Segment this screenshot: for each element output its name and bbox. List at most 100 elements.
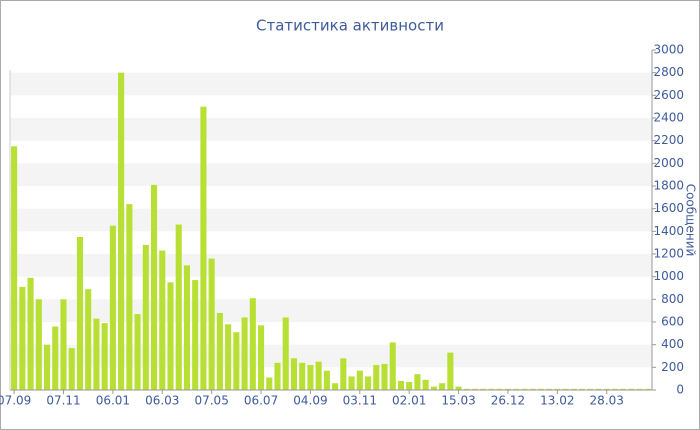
bar [27, 277, 34, 390]
y-tick-label: 800 [661, 292, 684, 306]
bar [233, 332, 240, 390]
x-tick-label: 03.11 [343, 394, 377, 408]
bar [529, 388, 536, 390]
bar [397, 380, 405, 390]
x-tick-label: 07.05 [194, 394, 228, 408]
bar [118, 72, 125, 391]
bar [504, 388, 512, 390]
bar [307, 365, 314, 390]
y-tick-label: 1400 [653, 224, 684, 238]
bar [274, 362, 281, 390]
x-tick-label: 04.09 [293, 394, 327, 408]
bar [546, 388, 553, 390]
y-tick-label: 1000 [653, 269, 684, 283]
bar [463, 388, 470, 390]
bar [537, 388, 544, 390]
grid-band [10, 72, 652, 96]
bar [554, 388, 561, 390]
bar [249, 298, 256, 390]
grid-band [10, 163, 652, 186]
bar [471, 388, 479, 390]
y-axis-label: Сообщений [684, 184, 698, 257]
bar [159, 250, 166, 390]
bar [587, 388, 594, 390]
bar [595, 388, 602, 390]
bar [422, 379, 429, 390]
bar [76, 237, 84, 390]
bar [381, 363, 388, 390]
bar [19, 286, 26, 390]
bar [620, 388, 627, 390]
bar [241, 317, 248, 390]
bar [636, 388, 643, 390]
bar [430, 386, 437, 390]
y-tick-label: 3000 [653, 43, 684, 57]
y-tick-label: 1800 [653, 179, 684, 193]
bar [109, 225, 116, 390]
chart-title: Статистика активности [256, 17, 444, 35]
x-tick-label: 07.11 [46, 394, 80, 408]
bar [60, 299, 67, 390]
y-tick-label: 2000 [653, 156, 684, 170]
bar [356, 370, 363, 390]
bar [562, 388, 569, 390]
bar [35, 299, 42, 390]
bar [364, 376, 372, 390]
bar [150, 184, 158, 390]
bar [200, 106, 207, 391]
y-tick-label: 1200 [653, 247, 684, 261]
y-tick-label: 600 [661, 315, 684, 329]
x-tick-label: 06.07 [244, 394, 278, 408]
x-tick-label: 28.03 [590, 394, 624, 408]
bar [208, 258, 215, 390]
bar [183, 265, 191, 390]
bar [414, 374, 421, 390]
bar [578, 388, 586, 390]
bar [603, 388, 610, 390]
bar [126, 204, 133, 390]
bar [348, 376, 355, 390]
bar [340, 358, 347, 390]
y-tick-label: 0 [676, 383, 684, 397]
bar [266, 377, 273, 390]
x-tick-label: 06.03 [145, 394, 179, 408]
bar [644, 388, 651, 390]
bar [488, 388, 495, 390]
y-tick-label: 200 [661, 360, 684, 374]
bar [570, 388, 577, 390]
bar [101, 323, 108, 390]
bar [290, 358, 298, 390]
bar [175, 224, 182, 390]
bar [142, 244, 149, 390]
x-tick-label: 06.01 [96, 394, 130, 408]
bar [521, 388, 528, 390]
x-tick-label: 13.02 [540, 394, 574, 408]
grid-band [10, 208, 652, 232]
x-tick-label: 02.01 [392, 394, 426, 408]
bar [167, 282, 174, 390]
bar [93, 318, 100, 390]
bar [611, 388, 619, 390]
bar [373, 365, 380, 390]
bar [257, 325, 265, 390]
bar [134, 314, 141, 390]
bar [628, 388, 635, 390]
y-tick-label: 2200 [653, 133, 684, 147]
bar [496, 388, 503, 390]
bar [406, 382, 413, 390]
y-tick-label: 400 [661, 337, 684, 351]
bar [216, 312, 223, 390]
bar [299, 362, 306, 390]
y-tick-label: 2400 [653, 111, 684, 125]
x-tick-label: 15.03 [441, 394, 475, 408]
grid-band [10, 254, 652, 277]
bar [513, 388, 520, 390]
bar [52, 326, 59, 390]
bar [315, 361, 322, 390]
y-tick-label: 2600 [653, 88, 684, 102]
y-tick-label: 1600 [653, 201, 684, 215]
bar [323, 370, 330, 390]
bar [389, 342, 396, 390]
bar [480, 388, 487, 390]
